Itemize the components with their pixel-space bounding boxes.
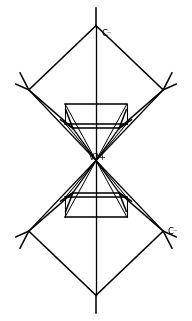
Text: C⁻: C⁻ bbox=[167, 227, 177, 236]
Text: V2+: V2+ bbox=[89, 153, 107, 162]
Text: C⁻: C⁻ bbox=[102, 29, 112, 38]
